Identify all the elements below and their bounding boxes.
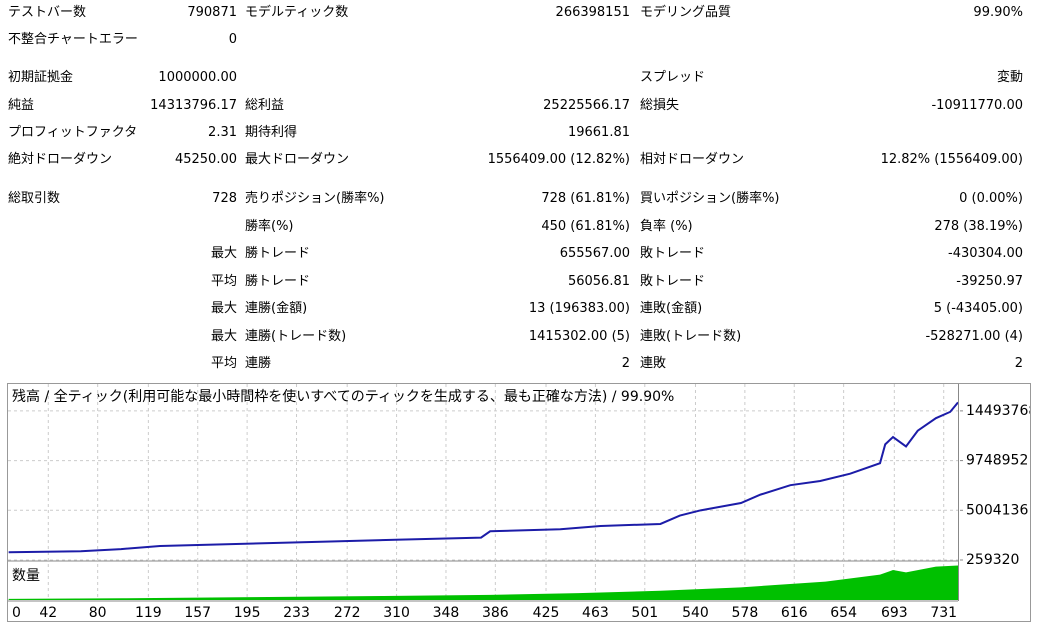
- stat-value: 99.90%: [973, 5, 1023, 20]
- stat-value: 平均: [210, 274, 237, 289]
- y-axis: 259320 5004136 9748952 14493768: [960, 403, 1037, 568]
- x-tick-label: 731: [930, 605, 957, 621]
- stat-value: 1000000.00: [158, 70, 237, 85]
- stat-label: 連敗: [640, 356, 667, 371]
- stat-value: 変動: [996, 70, 1023, 85]
- y-tick-label: 9748952: [966, 453, 1028, 469]
- stat-value: 45250.00: [174, 152, 237, 167]
- stat-label: 連敗(金額): [640, 301, 703, 316]
- stat-label: 連勝(金額): [245, 301, 308, 316]
- stat-value: 5 (-43405.00): [933, 301, 1023, 316]
- x-tick-label: 540: [682, 605, 709, 621]
- x-tick-label: 310: [383, 605, 410, 621]
- x-tick-label: 272: [334, 605, 361, 621]
- x-tick-label: 501: [631, 605, 658, 621]
- x-tick-label: 616: [781, 605, 808, 621]
- stat-value: 1415302.00 (5): [528, 329, 630, 344]
- stat-label: モデルティック数: [245, 5, 349, 20]
- x-tick-label: 463: [582, 605, 609, 621]
- x-tick-label: 233: [283, 605, 310, 621]
- stat-value: -430304.00: [948, 246, 1023, 261]
- x-tick-label: 0: [12, 605, 21, 621]
- stat-value: 2: [1014, 356, 1023, 371]
- y-tick-label: 14493768: [966, 403, 1037, 419]
- x-tick-label: 425: [533, 605, 560, 621]
- stat-value: 266398151: [555, 5, 630, 20]
- stat-value: 56056.81: [567, 274, 630, 289]
- stat-label: 総利益: [245, 98, 285, 113]
- stat-value: 450 (61.81%): [541, 219, 630, 234]
- stat-value: 278 (38.19%): [934, 219, 1023, 234]
- stat-value: 14313796.17: [150, 98, 237, 113]
- stat-value: 728 (61.81%): [541, 191, 630, 206]
- x-tick-label: 119: [135, 605, 162, 621]
- stat-label: 連敗(トレード数): [640, 329, 742, 344]
- stat-value: 平均: [210, 356, 237, 371]
- stat-value: 790871: [187, 5, 237, 20]
- x-tick-label: 195: [234, 605, 261, 621]
- volume-area: [8, 565, 958, 600]
- stat-label: スプレッド: [640, 70, 706, 85]
- x-tick-label: 157: [184, 605, 211, 621]
- chart-title: 残高 / 全ティック(利用可能な最小時間枠を使いすべてのティックを生成する、最も…: [12, 388, 674, 405]
- stat-value: 最大: [210, 301, 237, 316]
- stat-label: 絶対ドローダウン: [8, 152, 113, 167]
- balance-line: [8, 401, 958, 554]
- stat-value: 最大: [210, 246, 237, 261]
- stat-value: 2.31: [208, 125, 237, 140]
- stat-value: 0: [228, 32, 237, 47]
- y-tick-label: 259320: [966, 552, 1019, 568]
- x-tick-label: 693: [881, 605, 908, 621]
- stat-value: -528271.00 (4): [925, 329, 1023, 344]
- stat-label: 敗トレード: [640, 274, 706, 289]
- stat-value: 最大: [210, 329, 237, 344]
- stat-value: 25225566.17: [543, 98, 630, 113]
- stat-value: 12.82% (1556409.00): [880, 152, 1023, 167]
- stat-label: 勝率(%): [245, 219, 294, 234]
- stat-label: モデリング品質: [640, 5, 732, 20]
- stat-label: 期待利得: [245, 125, 298, 140]
- stat-value: 19661.81: [567, 125, 630, 140]
- stat-value: 13 (196383.00): [528, 301, 630, 316]
- x-tick-label: 42: [39, 605, 57, 621]
- stat-label: 総損失: [640, 98, 680, 113]
- x-tick-label: 578: [732, 605, 759, 621]
- stat-label: 勝トレード: [245, 274, 311, 289]
- stat-label: テストバー数: [8, 5, 87, 20]
- x-tick-label: 348: [433, 605, 460, 621]
- stat-label: 負率 (%): [640, 219, 693, 234]
- stat-value: 655567.00: [559, 246, 630, 261]
- stat-value: -10911770.00: [931, 98, 1023, 113]
- stat-label: 総取引数: [8, 191, 61, 206]
- stat-label: 連勝: [245, 356, 272, 371]
- stat-label: 売りポジション(勝率%): [245, 191, 385, 206]
- volume-label: 数量: [12, 568, 40, 584]
- x-tick-label: 654: [830, 605, 857, 621]
- stat-label: 最大ドローダウン: [245, 152, 350, 167]
- stat-value: 0 (0.00%): [959, 191, 1023, 206]
- stat-label: 純益: [8, 98, 35, 113]
- stat-value: -39250.97: [956, 274, 1023, 289]
- stat-label: 買いポジション(勝率%): [640, 191, 780, 206]
- stat-label: 初期証拠金: [8, 70, 74, 85]
- stat-value: 728: [212, 191, 237, 206]
- stat-label: 敗トレード: [640, 246, 706, 261]
- stat-value: 1556409.00 (12.82%): [487, 152, 630, 167]
- stat-label: 不整合チャートエラー: [8, 32, 138, 47]
- stat-label: 連勝(トレード数): [245, 329, 347, 344]
- x-tick-label: 386: [482, 605, 509, 621]
- x-tick-label: 80: [89, 605, 107, 621]
- stat-label: 勝トレード: [245, 246, 311, 261]
- stat-label: プロフィットファクタ: [8, 125, 138, 140]
- y-tick-label: 5004136: [966, 502, 1028, 518]
- stat-label: 相対ドローダウン: [640, 152, 745, 167]
- stat-value: 2: [621, 356, 630, 371]
